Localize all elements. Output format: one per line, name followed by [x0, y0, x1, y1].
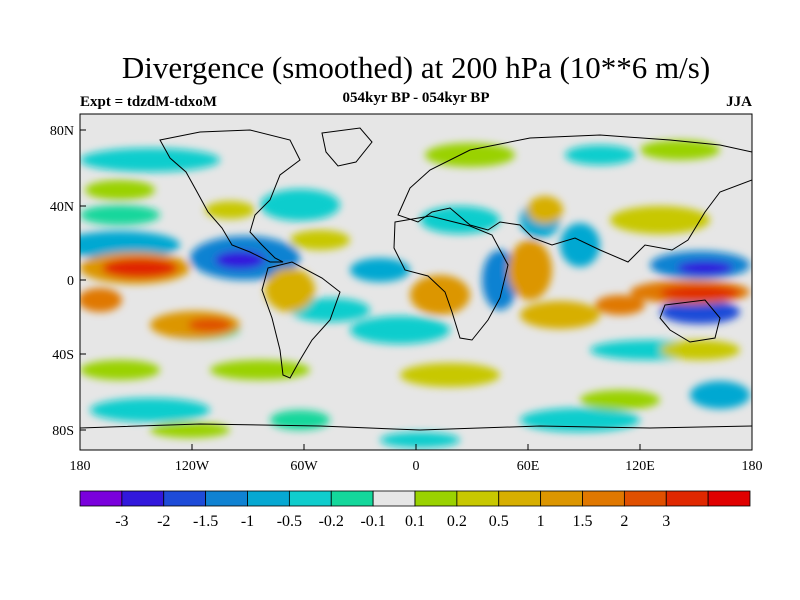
- colorbar-box: [79, 490, 123, 507]
- lon-tick-label: 180: [70, 459, 91, 470]
- divergence-map: 80N 40N 0 40S 80S 180 120W 60W 0 60E 120E 180: [50, 113, 763, 470]
- colorbar-label: 0.2: [447, 513, 467, 530]
- colorbar-box: [372, 490, 416, 507]
- colorbar-box: [205, 490, 248, 507]
- colorbar-label: 3: [662, 513, 670, 530]
- plot-subtitle: 054kyr BP - 054kyr BP: [342, 90, 490, 106]
- lon-tick-label: 180: [742, 459, 763, 470]
- colorbar-box: [665, 490, 709, 507]
- lat-tick-label: 40S: [52, 348, 74, 363]
- lon-tick-label: 60E: [517, 459, 540, 470]
- colorbar-box: [456, 490, 500, 507]
- lon-tick-label: 120W: [175, 459, 210, 470]
- colorbar-label: 1: [537, 513, 545, 530]
- colorbar-labels: -3 -2 -1.5 -1 -0.5 -0.2 -0.1 0.1 0.2 0.5 1 1.5 2 3: [115, 513, 670, 530]
- colorbar-label: 2: [620, 513, 628, 530]
- colorbar-box: [288, 490, 332, 507]
- colorbar-label: -1: [241, 513, 254, 530]
- colorbar-label: 0.5: [489, 513, 509, 530]
- lon-tick-label: 60W: [290, 459, 318, 470]
- colorbar-label: -3: [115, 513, 128, 530]
- colorbar-label: -0.2: [319, 513, 344, 530]
- lat-tick-label: 80S: [52, 424, 74, 439]
- colorbar-label: 0.1: [405, 513, 425, 530]
- season-label: JJA: [726, 94, 752, 110]
- colorbar-box: [414, 490, 458, 507]
- colorbar-box: [540, 490, 583, 507]
- coastlines: [80, 127, 752, 431]
- map-axes: 80N 40N 0 40S 80S 180 120W 60W 0 60E 120E 180: [50, 124, 763, 470]
- colorbar-label: -0.5: [277, 513, 302, 530]
- lon-tick-label: 120E: [625, 459, 655, 470]
- lat-tick-label: 40N: [50, 200, 74, 215]
- experiment-label: Expt = tdzdM-tdxoM: [80, 94, 217, 110]
- plot-title: Divergence (smoothed) at 200 hPa (10**6 …: [121, 50, 711, 85]
- lon-tick-label: 0: [413, 459, 420, 470]
- colorbar-label: -1.5: [193, 513, 218, 530]
- colorbar-box: [623, 490, 667, 507]
- colorbar-label: -2: [157, 513, 170, 530]
- lat-tick-label: 80N: [50, 124, 74, 139]
- colorbar-box: [498, 490, 542, 507]
- colorbar-label: -0.1: [360, 513, 385, 530]
- colorbar-box: [707, 490, 751, 507]
- divergence-field: [80, 140, 750, 448]
- colorbar-label: 1.5: [573, 513, 593, 530]
- lat-tick-label: 0: [67, 274, 74, 289]
- colorbar-boxes: [79, 490, 751, 507]
- colorbar-box: [582, 490, 625, 507]
- colorbar-box: [330, 490, 374, 507]
- colorbar-box: [163, 490, 207, 507]
- colorbar-box: [247, 490, 290, 507]
- colorbar-box: [121, 490, 165, 507]
